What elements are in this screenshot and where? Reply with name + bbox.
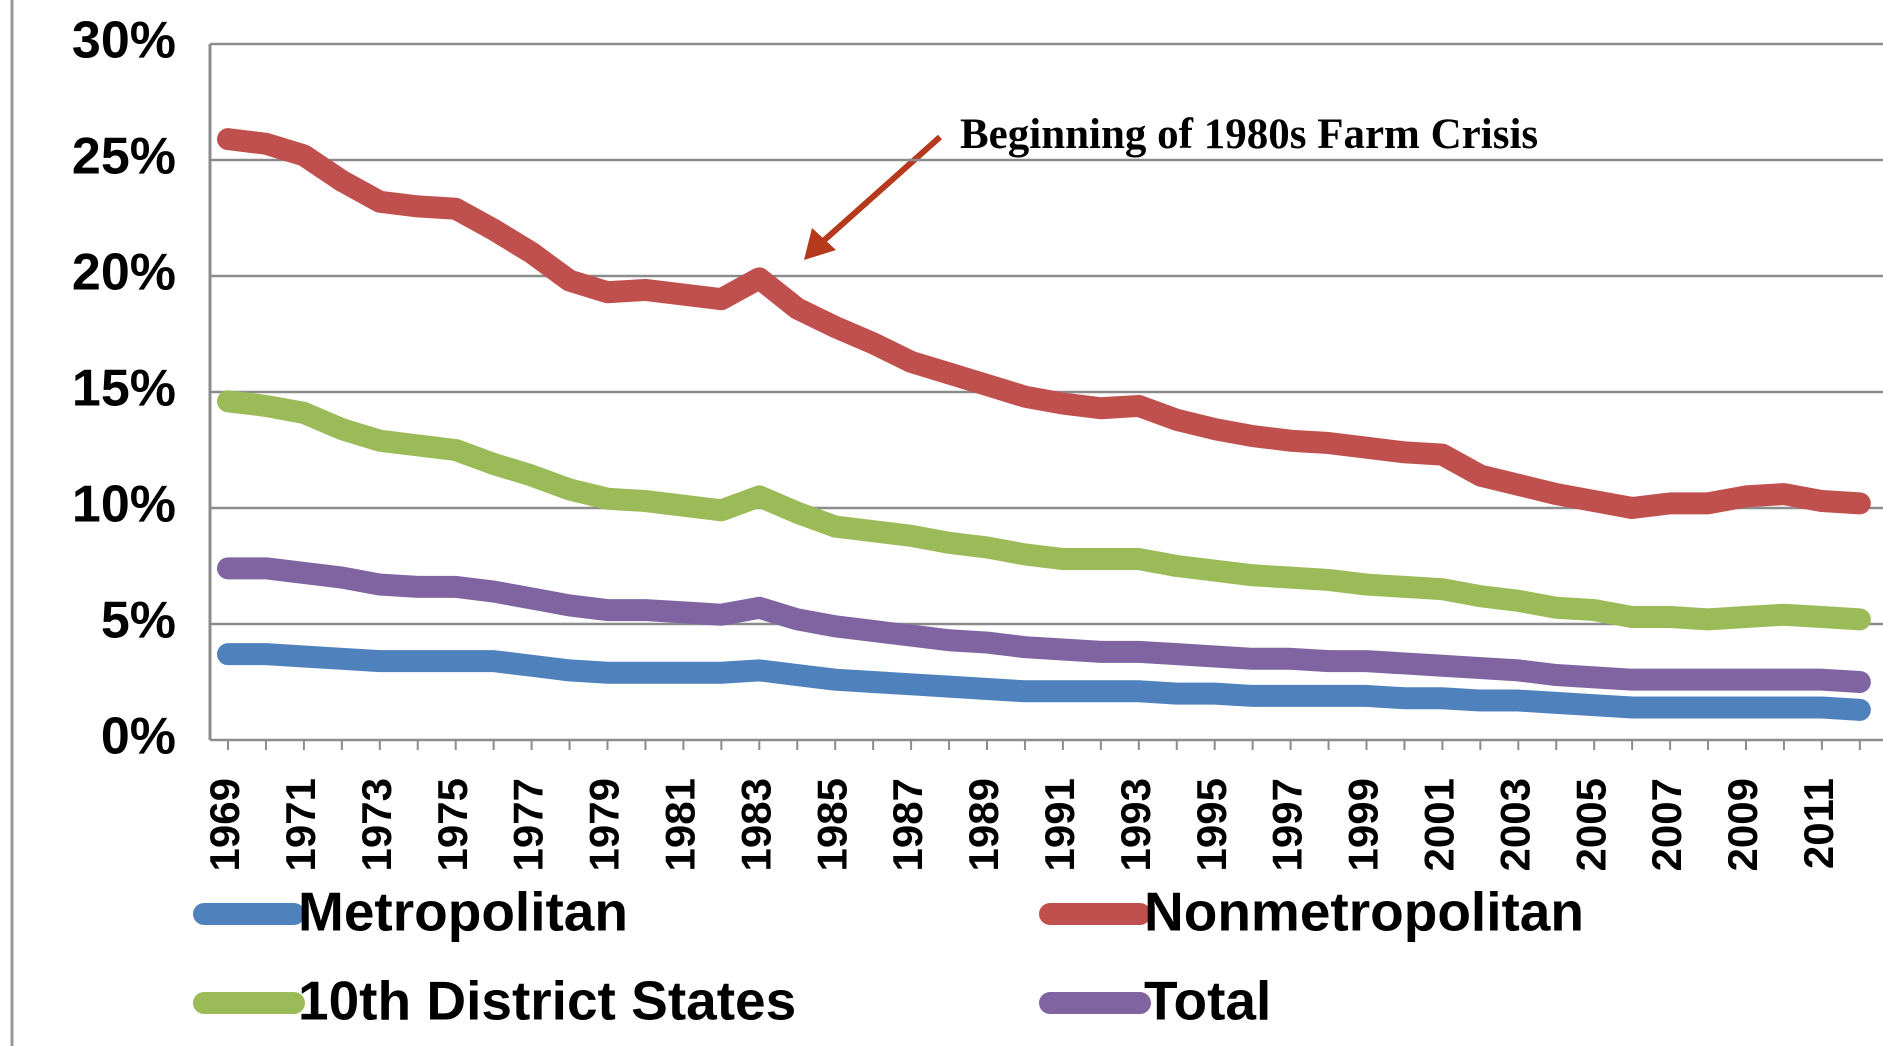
x-tick-label: 2011 [1795, 778, 1842, 869]
legend-label: Metropolitan [298, 881, 628, 943]
x-tick-label: 1989 [960, 778, 1007, 871]
series-line [217, 390, 1871, 631]
y-tick-label: 25% [72, 128, 176, 186]
x-tick-label: 1971 [277, 778, 324, 871]
x-tick-label: 1977 [505, 778, 552, 871]
y-tick-label: 15% [72, 360, 176, 418]
series-line [217, 643, 1871, 721]
x-tick-label: 2003 [1491, 778, 1538, 871]
x-tick-label: 1975 [429, 778, 476, 871]
y-tick-label: 30% [72, 12, 176, 70]
x-tick-label: 1997 [1264, 778, 1311, 871]
x-tick-label: 2009 [1719, 778, 1766, 871]
y-tick-label: 0% [101, 708, 176, 766]
legend-label: Nonmetropolitan [1144, 881, 1584, 943]
x-tick-label: 1993 [1112, 778, 1159, 871]
x-tick-label: 1969 [201, 778, 248, 871]
series-line [217, 557, 1871, 693]
legend-label: Total [1144, 970, 1271, 1032]
x-tick-label: 1999 [1340, 778, 1387, 871]
x-tick-label: 1987 [884, 778, 931, 871]
x-tick-label: 2005 [1567, 778, 1614, 871]
x-tick-label: 1973 [353, 778, 400, 871]
y-tick-label: 20% [72, 244, 176, 302]
legend-label: 10th District States [298, 970, 796, 1032]
annotation: Beginning of 1980s Farm Crisis [960, 111, 1538, 158]
x-tick-label: 1995 [1188, 778, 1235, 871]
x-tick-label: 1979 [581, 778, 628, 871]
x-tick-label: 1991 [1036, 778, 1083, 871]
x-tick-label: 2007 [1643, 778, 1690, 871]
x-tick-label: 2001 [1415, 778, 1462, 871]
y-tick-label: 10% [72, 476, 176, 534]
annotation-arrow [818, 134, 942, 247]
annotation-arrowhead [804, 228, 836, 260]
series-line [217, 128, 1871, 519]
x-tick-label: 1983 [732, 778, 779, 871]
y-tick-label: 5% [101, 592, 176, 650]
x-tick-label: 1985 [808, 778, 855, 871]
x-tick-label: 1981 [656, 778, 703, 871]
